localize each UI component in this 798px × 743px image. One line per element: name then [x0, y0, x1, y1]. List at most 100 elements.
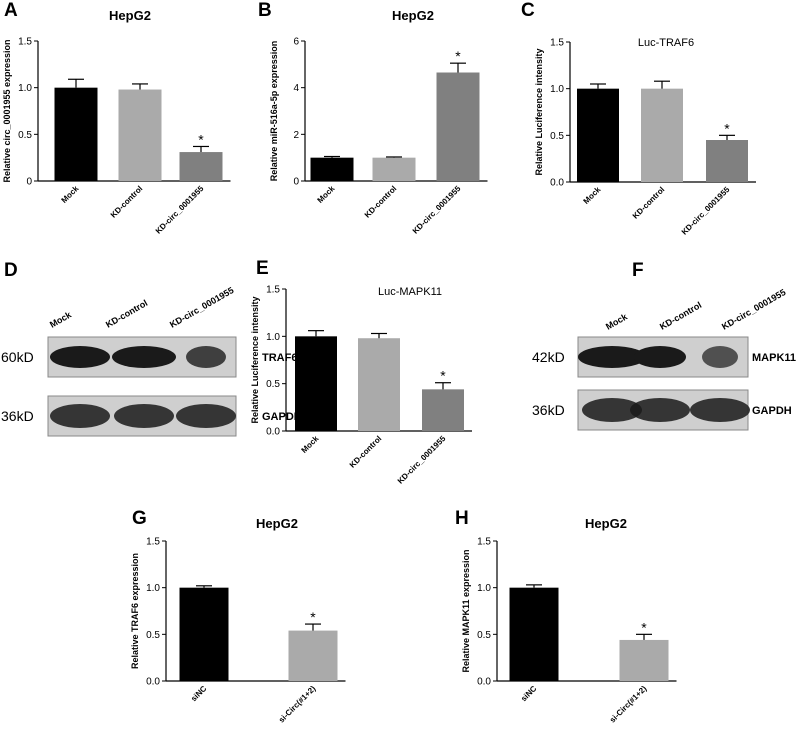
significance-marker: * — [198, 131, 204, 147]
bar — [310, 157, 354, 181]
marker-size: 36kD — [1, 408, 34, 424]
y-tick-label: 1.5 — [18, 37, 32, 48]
y-axis-label: Relative TRAF6 expression — [130, 553, 140, 669]
y-tick-label: 0.5 — [477, 630, 491, 641]
blot-band — [630, 398, 690, 422]
y-tick-label: 1.5 — [477, 537, 491, 548]
y-tick-label: 0.0 — [550, 178, 564, 189]
marker-size: 60kD — [1, 349, 34, 365]
panel-letter: E — [256, 258, 269, 279]
bar — [288, 630, 338, 681]
x-tick-label: Mock — [60, 184, 81, 205]
x-tick-label: KD-control — [109, 184, 145, 220]
y-tick-label: 0.0 — [477, 677, 491, 688]
y-tick-label: 0.5 — [18, 130, 32, 141]
protein-label: GAPDH — [262, 411, 302, 423]
chart-title: HepG2 — [585, 516, 627, 531]
y-tick-label: 1.5 — [146, 537, 160, 548]
protein-label: MAPK11 — [752, 352, 796, 364]
y-tick-label: 1.0 — [146, 583, 160, 594]
bar — [118, 89, 162, 181]
panel-letter: B — [258, 0, 272, 21]
bar — [577, 88, 619, 182]
panel-letter: C — [521, 0, 535, 21]
panel-letter: G — [132, 508, 147, 529]
y-tick-label: 0.5 — [146, 630, 160, 641]
lane-label: Mock — [48, 309, 74, 330]
blot-band — [114, 404, 174, 428]
y-tick-label: 0.0 — [266, 427, 280, 438]
blot-band — [50, 346, 110, 368]
x-tick-label: KD-circ_0001955 — [154, 184, 206, 236]
y-tick-label: 0.5 — [266, 379, 280, 390]
blot-band — [112, 346, 176, 368]
chart-title: Luc-TRAF6 — [638, 37, 694, 49]
significance-marker: * — [455, 48, 461, 64]
significance-marker: * — [724, 120, 730, 136]
y-tick-label: 1.5 — [550, 38, 564, 49]
bar — [372, 157, 416, 181]
significance-marker: * — [310, 609, 316, 625]
marker-size: 36kD — [532, 402, 565, 418]
bar — [54, 87, 98, 181]
lane-label: KD-control — [104, 298, 149, 330]
significance-marker: * — [440, 368, 446, 384]
y-axis-label: Relative MAPK11 expression — [461, 549, 471, 672]
bar — [179, 587, 229, 681]
bar — [706, 140, 748, 182]
y-axis-label: Relative Luciference intensity — [250, 296, 260, 423]
x-tick-label: Mock — [316, 184, 337, 205]
x-tick-label: KD-circ_0001955 — [680, 185, 732, 237]
y-tick-label: 0 — [293, 177, 299, 188]
y-tick-label: 4 — [293, 83, 299, 94]
y-tick-label: 1.0 — [18, 83, 32, 94]
y-tick-label: 6 — [293, 37, 299, 48]
bar — [619, 639, 669, 681]
y-axis-label: Relative circ_0001955 expression — [2, 39, 12, 182]
x-tick-label: si-Circ(#1+2) — [608, 684, 649, 725]
panel-letter: A — [4, 0, 18, 21]
blot-band — [634, 346, 686, 368]
blot-band — [690, 398, 750, 422]
blot-band — [582, 398, 642, 422]
bar — [422, 389, 464, 431]
y-tick-label: 0 — [26, 177, 32, 188]
x-tick-label: KD-circ_0001955 — [396, 434, 448, 486]
chart-title: Luc-MAPK11 — [378, 286, 442, 298]
x-tick-label: si-Circ(#1+2) — [277, 684, 318, 725]
lane-label: KD-circ_0001955 — [720, 287, 787, 332]
protein-label: TRAF6 — [262, 352, 297, 364]
panel-letter: F — [632, 260, 644, 281]
x-tick-label: KD-circ_0001955 — [411, 184, 463, 236]
y-axis-label: Relative Luciference intensity — [534, 48, 544, 175]
bar — [509, 587, 559, 681]
blot-band — [186, 346, 226, 368]
lane-label: KD-circ_0001955 — [168, 285, 235, 330]
y-tick-label: 0.5 — [550, 131, 564, 142]
blot-band — [50, 404, 110, 428]
lane-label: Mock — [604, 311, 630, 332]
y-tick-label: 1.5 — [266, 285, 280, 296]
panel-letter: D — [4, 260, 18, 281]
y-tick-label: 2 — [293, 130, 299, 141]
x-tick-label: siNC — [189, 684, 208, 703]
bar — [358, 338, 400, 431]
marker-size: 42kD — [532, 349, 565, 365]
y-axis-label: Relative miR-516a-5p expression — [269, 41, 279, 182]
bar — [641, 88, 683, 182]
lane-label: KD-control — [658, 300, 703, 332]
x-tick-label: siNC — [519, 684, 538, 703]
chart-title: HepG2 — [109, 8, 151, 23]
y-tick-label: 1.0 — [477, 583, 491, 594]
bar — [436, 72, 480, 181]
blot-band — [702, 346, 738, 368]
x-tick-label: KD-control — [631, 185, 667, 221]
chart-title: HepG2 — [392, 8, 434, 23]
y-tick-label: 1.0 — [550, 84, 564, 95]
chart-title: HepG2 — [256, 516, 298, 531]
x-tick-label: Mock — [300, 434, 321, 455]
protein-label: GAPDH — [752, 405, 792, 417]
y-tick-label: 1.0 — [266, 332, 280, 343]
y-tick-label: 0.0 — [146, 677, 160, 688]
